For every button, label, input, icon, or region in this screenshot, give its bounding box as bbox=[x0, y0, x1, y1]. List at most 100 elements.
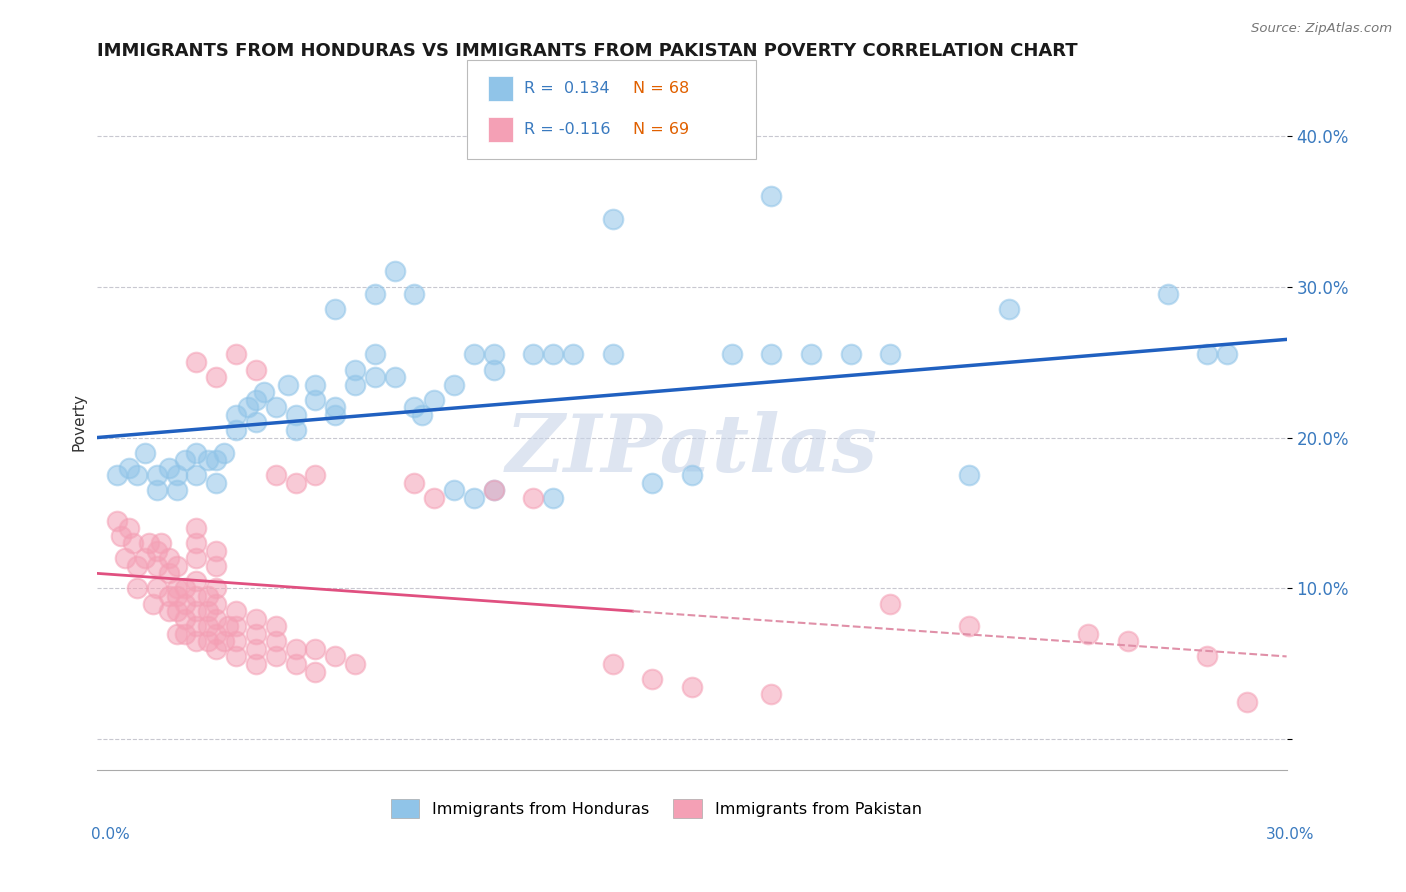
Point bbox=[541, 347, 564, 361]
Point bbox=[323, 302, 346, 317]
Point bbox=[205, 612, 228, 626]
Point bbox=[125, 582, 148, 596]
Point bbox=[482, 483, 505, 498]
Point bbox=[225, 649, 247, 664]
Point bbox=[959, 468, 981, 483]
Point bbox=[284, 408, 307, 422]
Point bbox=[105, 514, 128, 528]
Point bbox=[284, 475, 307, 490]
Point bbox=[205, 475, 228, 490]
Point bbox=[217, 619, 239, 633]
Point bbox=[245, 641, 267, 656]
Point bbox=[404, 475, 426, 490]
Point bbox=[157, 566, 180, 581]
Point bbox=[384, 370, 406, 384]
Point bbox=[277, 377, 299, 392]
Point bbox=[1116, 634, 1139, 648]
Point bbox=[482, 347, 505, 361]
Point bbox=[761, 347, 783, 361]
Point bbox=[253, 385, 276, 400]
Point bbox=[122, 536, 145, 550]
Point bbox=[245, 657, 267, 671]
Legend: Immigrants from Honduras, Immigrants from Pakistan: Immigrants from Honduras, Immigrants fro… bbox=[384, 793, 928, 824]
Point bbox=[443, 483, 465, 498]
Point bbox=[245, 416, 267, 430]
Point bbox=[364, 287, 387, 301]
Point bbox=[761, 687, 783, 701]
Point bbox=[482, 483, 505, 498]
Point bbox=[186, 468, 208, 483]
Point bbox=[423, 491, 446, 505]
Point bbox=[998, 302, 1021, 317]
Text: 0.0%: 0.0% bbox=[91, 827, 131, 841]
Y-axis label: Poverty: Poverty bbox=[72, 393, 86, 451]
Point bbox=[245, 392, 267, 407]
Point bbox=[959, 619, 981, 633]
Point bbox=[304, 665, 326, 679]
Point bbox=[197, 589, 219, 603]
Point bbox=[186, 604, 208, 618]
Point bbox=[423, 392, 446, 407]
Point bbox=[1077, 627, 1099, 641]
Point bbox=[879, 597, 901, 611]
Point bbox=[157, 604, 180, 618]
Point bbox=[166, 604, 188, 618]
Point bbox=[323, 408, 346, 422]
Point bbox=[264, 619, 287, 633]
Point bbox=[225, 408, 247, 422]
Text: ZIPatlas: ZIPatlas bbox=[506, 411, 877, 489]
Point bbox=[245, 627, 267, 641]
Point bbox=[118, 460, 141, 475]
Point bbox=[562, 347, 585, 361]
Point bbox=[344, 657, 367, 671]
Point bbox=[173, 597, 195, 611]
Point bbox=[205, 641, 228, 656]
Point bbox=[205, 543, 228, 558]
Point bbox=[641, 475, 664, 490]
Point bbox=[166, 483, 188, 498]
Point bbox=[166, 558, 188, 573]
Point bbox=[404, 287, 426, 301]
Point bbox=[114, 551, 136, 566]
Point bbox=[205, 627, 228, 641]
Point bbox=[1197, 347, 1219, 361]
Point bbox=[364, 347, 387, 361]
Text: Source: ZipAtlas.com: Source: ZipAtlas.com bbox=[1251, 22, 1392, 36]
Point bbox=[602, 136, 624, 150]
Point bbox=[879, 347, 901, 361]
Point bbox=[166, 589, 188, 603]
Point bbox=[225, 634, 247, 648]
Point bbox=[186, 619, 208, 633]
Point bbox=[761, 189, 783, 203]
Point bbox=[641, 672, 664, 686]
Point bbox=[110, 529, 132, 543]
Point bbox=[1156, 287, 1178, 301]
Point bbox=[304, 392, 326, 407]
Point bbox=[236, 401, 259, 415]
Point bbox=[118, 521, 141, 535]
Point bbox=[186, 445, 208, 459]
Point bbox=[134, 551, 156, 566]
Point bbox=[522, 347, 544, 361]
Point bbox=[173, 627, 195, 641]
Point bbox=[304, 641, 326, 656]
Point bbox=[522, 491, 544, 505]
Point bbox=[138, 536, 160, 550]
Point bbox=[186, 536, 208, 550]
Point bbox=[264, 401, 287, 415]
Point bbox=[186, 551, 208, 566]
Point bbox=[205, 558, 228, 573]
Point bbox=[205, 597, 228, 611]
Point bbox=[264, 468, 287, 483]
Point bbox=[157, 589, 180, 603]
Point bbox=[681, 680, 703, 694]
Text: IMMIGRANTS FROM HONDURAS VS IMMIGRANTS FROM PAKISTAN POVERTY CORRELATION CHART: IMMIGRANTS FROM HONDURAS VS IMMIGRANTS F… bbox=[97, 42, 1078, 60]
Point bbox=[197, 453, 219, 467]
Point bbox=[186, 634, 208, 648]
Point bbox=[134, 445, 156, 459]
Point bbox=[304, 377, 326, 392]
Point bbox=[197, 634, 219, 648]
Point bbox=[225, 604, 247, 618]
Point bbox=[166, 627, 188, 641]
Point bbox=[205, 370, 228, 384]
